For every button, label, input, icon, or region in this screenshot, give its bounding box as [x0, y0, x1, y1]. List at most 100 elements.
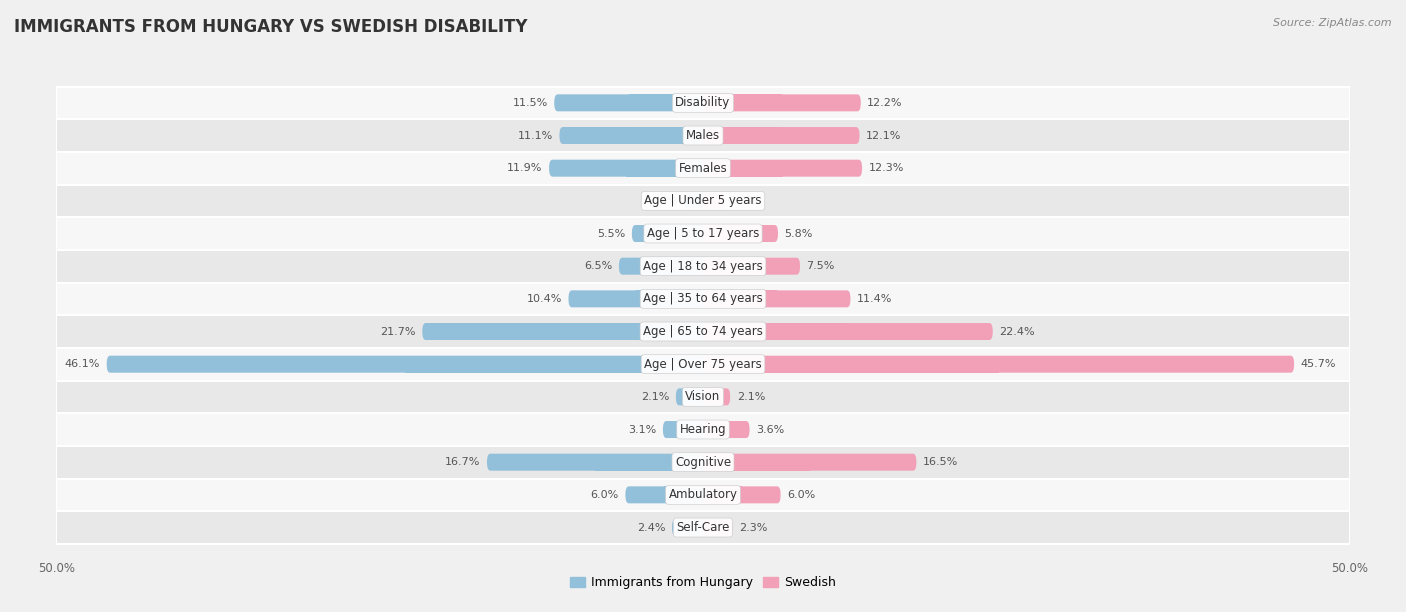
FancyBboxPatch shape [685, 192, 703, 209]
Text: Age | Over 75 years: Age | Over 75 years [644, 357, 762, 371]
FancyBboxPatch shape [568, 290, 703, 307]
Text: IMMIGRANTS FROM HUNGARY VS SWEDISH DISABILITY: IMMIGRANTS FROM HUNGARY VS SWEDISH DISAB… [14, 18, 527, 36]
Text: 11.4%: 11.4% [856, 294, 893, 304]
Bar [703, 290, 776, 307]
FancyBboxPatch shape [56, 348, 1350, 381]
Text: 5.8%: 5.8% [785, 228, 813, 239]
FancyBboxPatch shape [703, 192, 724, 209]
Text: 11.9%: 11.9% [508, 163, 543, 173]
Bar [661, 258, 703, 275]
Text: 16.5%: 16.5% [922, 457, 957, 467]
Bar [695, 192, 703, 209]
Text: 5.5%: 5.5% [598, 228, 626, 239]
FancyBboxPatch shape [703, 389, 730, 405]
Text: 22.4%: 22.4% [1000, 327, 1035, 337]
Text: 2.1%: 2.1% [737, 392, 765, 402]
Text: 1.6%: 1.6% [730, 196, 758, 206]
Text: 6.0%: 6.0% [787, 490, 815, 500]
Text: Hearing: Hearing [679, 423, 727, 436]
Text: Self-Care: Self-Care [676, 521, 730, 534]
Text: 2.4%: 2.4% [637, 523, 665, 532]
FancyBboxPatch shape [56, 315, 1350, 348]
FancyBboxPatch shape [56, 119, 1350, 152]
Text: 2.1%: 2.1% [641, 392, 669, 402]
Text: 3.1%: 3.1% [628, 425, 657, 435]
FancyBboxPatch shape [703, 258, 800, 275]
Bar [703, 225, 741, 242]
Bar [703, 487, 742, 503]
Text: 6.5%: 6.5% [585, 261, 613, 271]
FancyBboxPatch shape [554, 94, 703, 111]
FancyBboxPatch shape [703, 225, 778, 242]
Bar [703, 160, 783, 177]
Text: 12.1%: 12.1% [866, 130, 901, 141]
Text: 10.4%: 10.4% [527, 294, 562, 304]
FancyBboxPatch shape [703, 453, 917, 471]
FancyBboxPatch shape [56, 184, 1350, 217]
Text: Age | 65 to 74 years: Age | 65 to 74 years [643, 325, 763, 338]
Text: Cognitive: Cognitive [675, 456, 731, 469]
FancyBboxPatch shape [56, 152, 1350, 184]
Text: 16.7%: 16.7% [446, 457, 481, 467]
FancyBboxPatch shape [631, 225, 703, 242]
Bar [703, 192, 713, 209]
FancyBboxPatch shape [619, 258, 703, 275]
FancyBboxPatch shape [703, 356, 1294, 373]
Text: 11.1%: 11.1% [517, 130, 553, 141]
Text: Ambulatory: Ambulatory [668, 488, 738, 501]
FancyBboxPatch shape [703, 290, 851, 307]
Bar [683, 421, 703, 438]
Bar [703, 519, 718, 536]
FancyBboxPatch shape [560, 127, 703, 144]
Text: 3.6%: 3.6% [756, 425, 785, 435]
FancyBboxPatch shape [703, 127, 859, 144]
FancyBboxPatch shape [703, 94, 860, 111]
Text: Males: Males [686, 129, 720, 142]
Text: 11.5%: 11.5% [513, 98, 548, 108]
FancyBboxPatch shape [703, 519, 733, 536]
Text: 45.7%: 45.7% [1301, 359, 1336, 369]
FancyBboxPatch shape [703, 160, 862, 177]
Text: 1.4%: 1.4% [650, 196, 679, 206]
Text: 2.3%: 2.3% [740, 523, 768, 532]
Bar [703, 258, 751, 275]
FancyBboxPatch shape [703, 421, 749, 438]
Bar [631, 127, 703, 144]
FancyBboxPatch shape [56, 479, 1350, 511]
FancyBboxPatch shape [550, 160, 703, 177]
FancyBboxPatch shape [56, 217, 1350, 250]
Bar [595, 453, 703, 471]
Bar [703, 94, 782, 111]
FancyBboxPatch shape [672, 519, 703, 536]
Bar [688, 519, 703, 536]
FancyBboxPatch shape [56, 446, 1350, 479]
Text: Females: Females [679, 162, 727, 174]
Text: 6.0%: 6.0% [591, 490, 619, 500]
Text: Vision: Vision [685, 390, 721, 403]
Legend: Immigrants from Hungary, Swedish: Immigrants from Hungary, Swedish [565, 571, 841, 594]
Bar [562, 323, 703, 340]
FancyBboxPatch shape [626, 487, 703, 503]
Bar [703, 421, 727, 438]
Bar [636, 290, 703, 307]
Bar [664, 487, 703, 503]
Text: 12.2%: 12.2% [868, 98, 903, 108]
Text: Age | Under 5 years: Age | Under 5 years [644, 195, 762, 207]
FancyBboxPatch shape [703, 487, 780, 503]
FancyBboxPatch shape [56, 381, 1350, 413]
Bar [405, 356, 703, 373]
Text: Age | 18 to 34 years: Age | 18 to 34 years [643, 259, 763, 273]
FancyBboxPatch shape [703, 323, 993, 340]
FancyBboxPatch shape [422, 323, 703, 340]
FancyBboxPatch shape [676, 389, 703, 405]
Bar [689, 389, 703, 405]
FancyBboxPatch shape [56, 511, 1350, 544]
Bar [703, 453, 810, 471]
FancyBboxPatch shape [56, 413, 1350, 446]
Text: 7.5%: 7.5% [807, 261, 835, 271]
Bar [626, 160, 703, 177]
FancyBboxPatch shape [56, 283, 1350, 315]
FancyBboxPatch shape [662, 421, 703, 438]
Text: Age | 35 to 64 years: Age | 35 to 64 years [643, 293, 763, 305]
Text: 46.1%: 46.1% [65, 359, 100, 369]
